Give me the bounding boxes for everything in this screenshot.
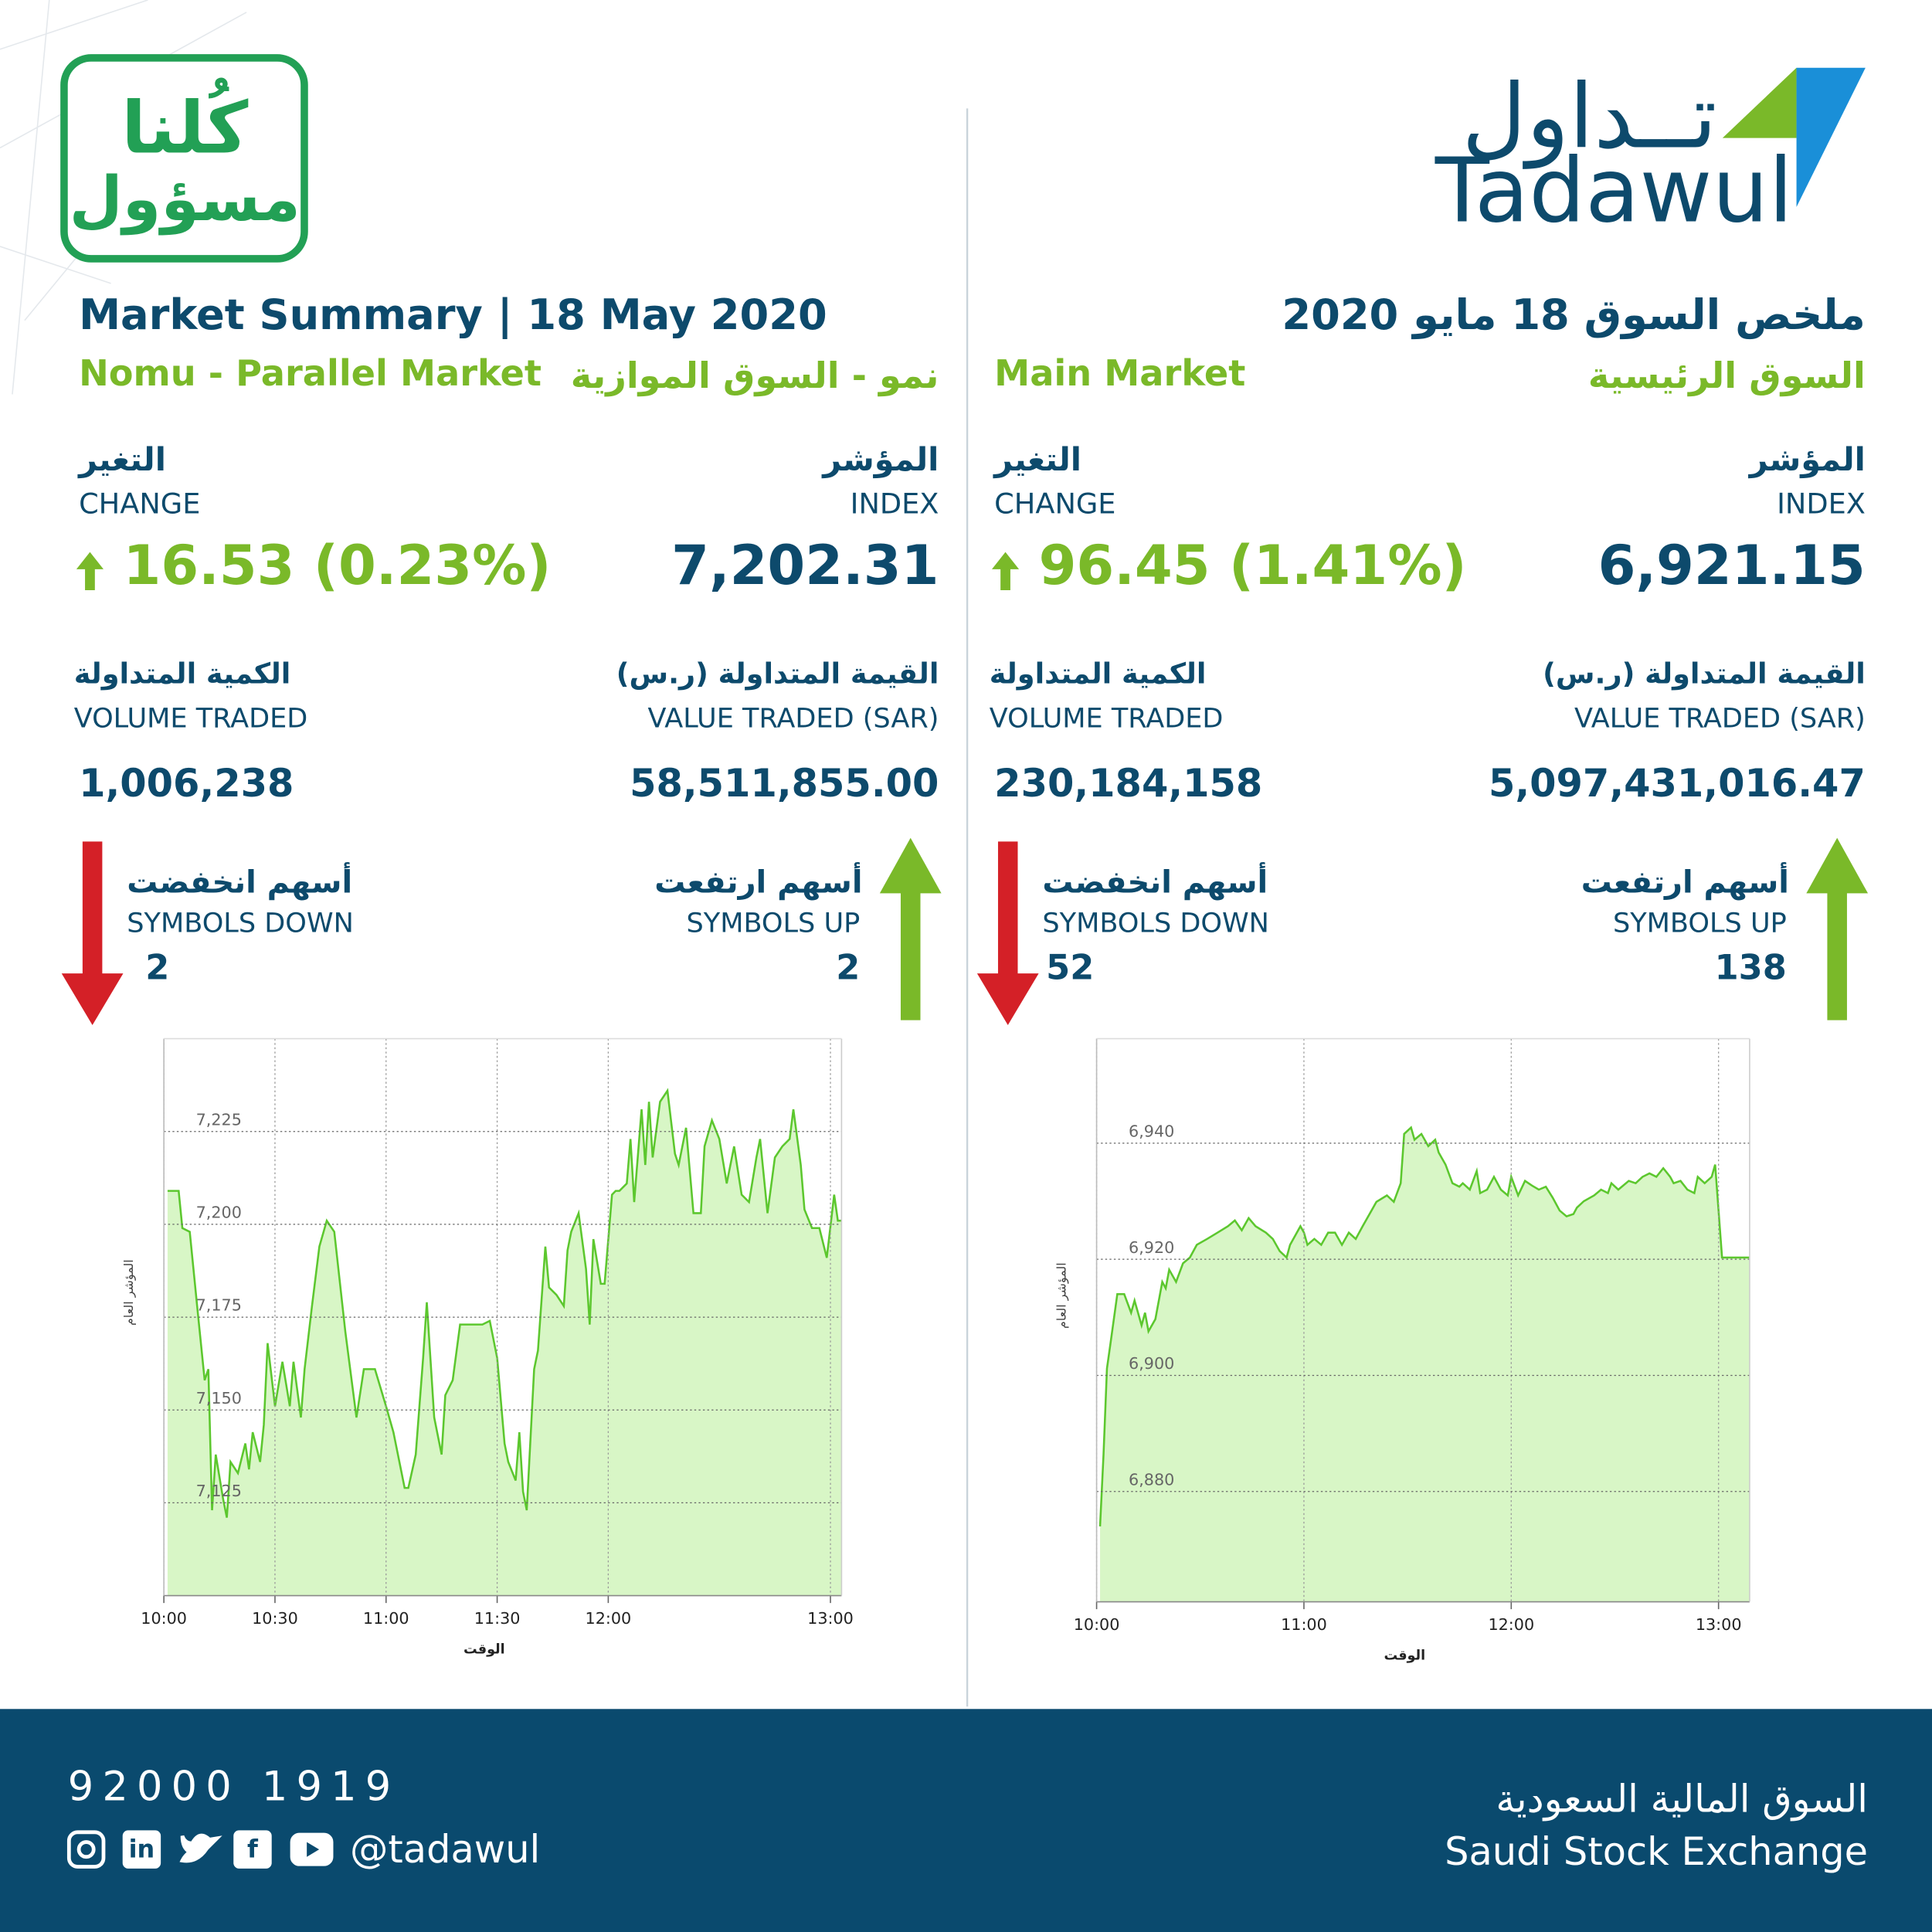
symbols-value: 138 bbox=[1715, 947, 1787, 987]
x-tick-label: 11:00 bbox=[1281, 1615, 1327, 1634]
symbols-label: SYMBOLS UP bbox=[687, 907, 861, 939]
title: Market Summary | 18 May 2020 bbox=[79, 290, 827, 339]
badge-text: كُلنا bbox=[121, 78, 248, 170]
x-tick-label: 13:00 bbox=[1696, 1615, 1742, 1634]
change-arrow bbox=[991, 552, 1020, 591]
symbols-label: أسهم انخفضت bbox=[1042, 862, 1268, 901]
stat-label: المؤشر bbox=[1748, 441, 1866, 479]
footer-bar bbox=[0, 1709, 1932, 1932]
x-tick-label: 12:00 bbox=[1488, 1615, 1534, 1634]
line bbox=[167, 1088, 842, 1518]
stat-label: التغير bbox=[993, 441, 1081, 479]
symbols-label: SYMBOLS DOWN bbox=[127, 907, 354, 939]
down-arrow bbox=[976, 841, 1039, 1026]
x-axis-label: الوقت bbox=[1384, 1648, 1426, 1664]
x-tick-label: 11:00 bbox=[363, 1609, 409, 1628]
stat-value: 7,202.31 bbox=[671, 534, 939, 597]
symbols-label: أسهم ارتفعت bbox=[654, 862, 862, 901]
y-axis-label: المؤشر العام bbox=[121, 1259, 137, 1326]
market-name: Main Market bbox=[994, 352, 1245, 394]
y-tick-label: 6,920 bbox=[1129, 1238, 1174, 1257]
stat-label: القيمة المتداولة (ر.س) bbox=[1543, 657, 1866, 691]
y-axis-label: المؤشر العام bbox=[1054, 1262, 1069, 1329]
stat-value: 1,006,238 bbox=[79, 761, 294, 806]
change-arrow bbox=[76, 552, 104, 591]
stat-label: VALUE TRADED (SAR) bbox=[648, 702, 939, 734]
x-tick-label: 10:00 bbox=[141, 1609, 187, 1628]
stat-label: CHANGE bbox=[994, 487, 1115, 520]
stat-value: 58,511,855.00 bbox=[630, 761, 939, 806]
stat-value: 96.45 (1.41%) bbox=[1039, 534, 1467, 597]
symbols-value: 52 bbox=[1046, 947, 1094, 987]
y-tick-label: 6,900 bbox=[1129, 1354, 1174, 1373]
stat-label: VOLUME TRADED bbox=[74, 702, 308, 734]
y-tick-label: 7,175 bbox=[196, 1296, 242, 1315]
x-tick-label: 11:30 bbox=[474, 1609, 521, 1628]
stat-label: التغير bbox=[77, 441, 166, 479]
market-name: نمو - السوق الموازية bbox=[571, 355, 939, 396]
y-tick-label: 6,940 bbox=[1129, 1122, 1174, 1141]
area bbox=[167, 1090, 842, 1596]
y-tick-label: 7,150 bbox=[196, 1389, 242, 1407]
logo-latin: Tadawul bbox=[1435, 139, 1793, 243]
symbols-label: SYMBOLS DOWN bbox=[1042, 907, 1269, 939]
title: ملخص السوق 18 مايو 2020 bbox=[1282, 290, 1865, 340]
y-tick-label: 6,880 bbox=[1129, 1470, 1174, 1489]
stat-label: VOLUME TRADED bbox=[990, 702, 1224, 734]
symbols-value: 2 bbox=[145, 947, 169, 987]
badge-text: مسؤول bbox=[70, 163, 300, 236]
stat-label: INDEX bbox=[851, 487, 939, 520]
badge bbox=[60, 54, 308, 263]
stat-value: 6,921.15 bbox=[1598, 534, 1866, 597]
x-axis-label: الوقت bbox=[463, 1642, 505, 1658]
social-icon-text: f bbox=[247, 1835, 259, 1864]
market-name: السوق الرئيسية bbox=[1588, 355, 1866, 396]
x-tick-label: 12:00 bbox=[586, 1609, 632, 1628]
exchange-name: السوق المالية السعودية bbox=[1496, 1776, 1868, 1821]
stat-value: 16.53 (0.23%) bbox=[124, 534, 552, 597]
stat-label: الكمية المتداولة bbox=[990, 657, 1207, 691]
x-tick-label: 10:00 bbox=[1074, 1615, 1120, 1634]
symbols-label: أسهم انخفضت bbox=[127, 862, 352, 901]
down-arrow bbox=[61, 841, 124, 1026]
line bbox=[1098, 1126, 1750, 1526]
y-tick-label: 7,200 bbox=[196, 1204, 242, 1222]
up-arrow bbox=[879, 837, 942, 1020]
handle: @tadawul bbox=[350, 1827, 540, 1872]
symbols-label: أسهم ارتفعت bbox=[1581, 862, 1789, 901]
symbols-value: 2 bbox=[836, 947, 860, 987]
up-arrow bbox=[1806, 837, 1869, 1020]
y-tick-label: 7,225 bbox=[196, 1110, 242, 1129]
market-name: Nomu - Parallel Market bbox=[79, 352, 542, 394]
x-tick-label: 13:00 bbox=[807, 1609, 854, 1628]
social-icon-text: in bbox=[129, 1835, 155, 1864]
area bbox=[1100, 1127, 1750, 1602]
logo-arabic: تــداول bbox=[1462, 66, 1716, 170]
stat-label: الكمية المتداولة bbox=[74, 657, 291, 691]
stat-label: المؤشر bbox=[821, 441, 939, 479]
y-tick-label: 7,125 bbox=[196, 1482, 242, 1500]
stat-value: 5,097,431,016.47 bbox=[1489, 761, 1866, 806]
stat-label: VALUE TRADED (SAR) bbox=[1574, 702, 1866, 734]
x-tick-label: 10:30 bbox=[252, 1609, 298, 1628]
social-icons bbox=[66, 1830, 334, 1869]
exchange-name: Saudi Stock Exchange bbox=[1445, 1829, 1868, 1874]
phone: 92000 1919 bbox=[68, 1764, 400, 1811]
stat-label: INDEX bbox=[1777, 487, 1866, 520]
symbols-label: SYMBOLS UP bbox=[1613, 907, 1787, 939]
stat-label: القيمة المتداولة (ر.س) bbox=[616, 657, 939, 691]
stat-label: CHANGE bbox=[79, 487, 200, 520]
stat-value: 230,184,158 bbox=[994, 761, 1262, 806]
